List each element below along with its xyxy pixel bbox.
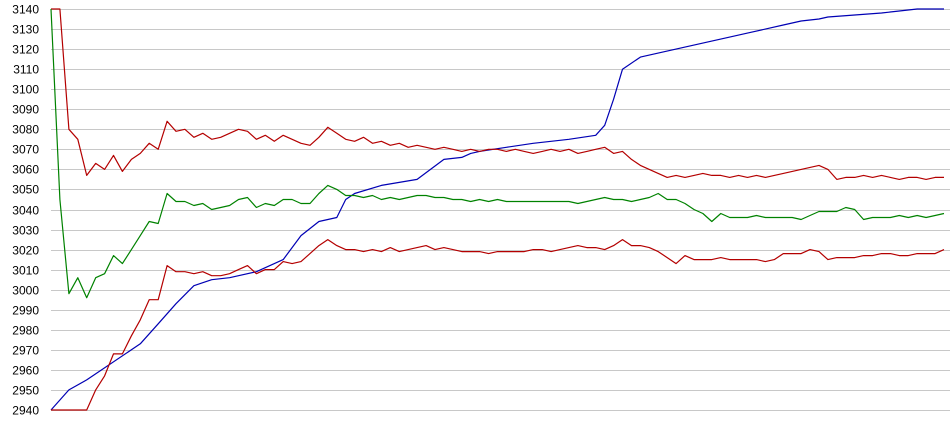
y-tick-label: 2940 — [12, 404, 39, 418]
series-line-1 — [50, 8, 944, 411]
y-tick-label: 3000 — [12, 284, 39, 298]
y-tick-label: 2970 — [12, 344, 39, 358]
y-tick-label: 2960 — [12, 364, 39, 378]
gridlines — [51, 9, 950, 411]
y-tick-label: 2990 — [12, 304, 39, 318]
y-tick-label: 3120 — [12, 43, 39, 57]
y-tick-label: 3040 — [12, 204, 39, 218]
y-tick-label: 3050 — [12, 183, 39, 197]
y-tick-label: 3100 — [12, 83, 39, 97]
series-line-3 — [51, 239, 945, 411]
y-tick-label: 3070 — [12, 143, 39, 157]
series-line-4 — [50, 8, 945, 299]
y-axis-tick-labels: 2940 2950 2960 2970 2980 2990 3000 3010 3020 3030… — [12, 3, 39, 418]
y-tick-label: 3060 — [12, 163, 39, 177]
y-tick-label: 3080 — [12, 123, 39, 137]
series-line-2 — [51, 8, 944, 180]
y-tick-label: 2980 — [12, 324, 39, 338]
y-tick-label: 3140 — [12, 3, 39, 17]
y-tick-label: 3010 — [12, 264, 39, 278]
y-tick-label: 3130 — [12, 23, 39, 37]
series-lines — [50, 8, 945, 411]
y-tick-label: 2950 — [12, 384, 39, 398]
y-tick-label: 3020 — [12, 244, 39, 258]
y-tick-label: 3030 — [12, 224, 39, 238]
y-tick-label: 3090 — [12, 103, 39, 117]
y-tick-label: 3110 — [13, 63, 39, 77]
